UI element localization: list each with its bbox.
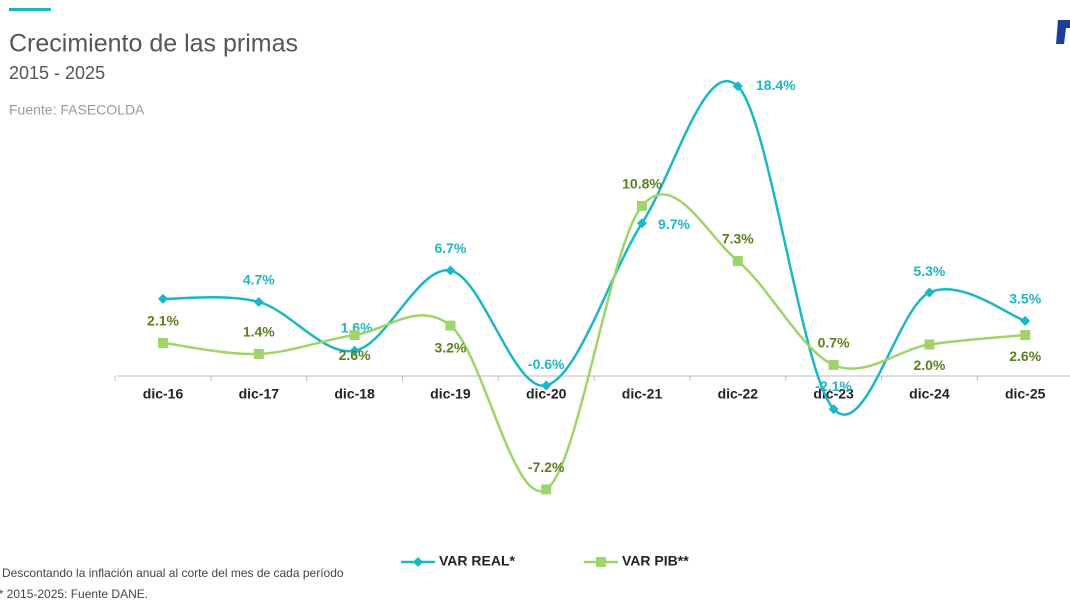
marker bbox=[732, 81, 743, 92]
data-label: 2.6% bbox=[1009, 348, 1041, 364]
marker bbox=[637, 218, 647, 229]
legend-marker bbox=[413, 557, 423, 567]
chart-title: Crecimiento de las primas bbox=[9, 30, 298, 58]
x-tick-label: dic-18 bbox=[334, 386, 375, 402]
marker bbox=[349, 330, 360, 341]
marker bbox=[253, 296, 264, 307]
data-label: 2.1% bbox=[147, 313, 179, 329]
marker bbox=[541, 484, 552, 495]
x-tick-label: dic-17 bbox=[239, 386, 280, 402]
x-tick-label: dic-25 bbox=[1005, 386, 1046, 402]
footnote: * Descontando la inflación anual al cort… bbox=[0, 566, 344, 580]
marker bbox=[924, 287, 935, 298]
data-label: 7.3% bbox=[722, 231, 754, 247]
marker bbox=[1020, 315, 1031, 326]
data-label: -2.1% bbox=[815, 378, 852, 394]
marker bbox=[1020, 330, 1031, 341]
data-label: 18.4% bbox=[756, 77, 796, 93]
data-label: 9.7% bbox=[658, 216, 690, 232]
x-tick-label: dic-19 bbox=[430, 386, 471, 402]
marker bbox=[253, 348, 264, 359]
marker bbox=[828, 359, 839, 370]
data-label: 6.7% bbox=[434, 240, 466, 256]
data-label: -0.6% bbox=[528, 356, 565, 372]
series-line bbox=[162, 193, 1026, 493]
x-tick-label: dic-16 bbox=[143, 386, 184, 402]
accent-bar bbox=[9, 8, 51, 11]
data-label: 2.6% bbox=[339, 347, 371, 363]
data-label: 4.7% bbox=[243, 272, 275, 288]
x-tick-label: dic-24 bbox=[909, 386, 950, 402]
data-label: 5.3% bbox=[913, 263, 945, 279]
x-tick-label: dic-22 bbox=[718, 386, 759, 402]
x-tick-label: dic-20 bbox=[526, 386, 567, 402]
data-label: -7.2% bbox=[528, 459, 565, 475]
marker bbox=[349, 345, 360, 356]
marker bbox=[445, 265, 456, 276]
x-tick-label: dic-21 bbox=[622, 386, 663, 402]
marker bbox=[445, 320, 456, 331]
data-label: 3.2% bbox=[434, 339, 466, 355]
marker bbox=[541, 380, 552, 391]
marker bbox=[732, 256, 743, 267]
logo bbox=[1056, 20, 1070, 44]
marker bbox=[924, 339, 935, 350]
series-line bbox=[162, 79, 1026, 416]
data-label: 1.4% bbox=[243, 324, 275, 340]
marker bbox=[158, 293, 168, 304]
footnote: ** 2015-2025: Fuente DANE. bbox=[0, 587, 148, 601]
legend-marker bbox=[596, 557, 606, 567]
source: Fuente: FASECOLDA bbox=[9, 102, 145, 118]
marker bbox=[828, 404, 839, 415]
legend-label: VAR PIB** bbox=[622, 553, 689, 569]
data-label: 2.0% bbox=[913, 357, 945, 373]
data-label: 3.5% bbox=[1009, 291, 1041, 307]
data-label: 0.7% bbox=[818, 335, 850, 351]
legend-label: VAR REAL* bbox=[439, 553, 516, 569]
marker bbox=[637, 200, 647, 211]
chart-subtitle: 2015 - 2025 bbox=[9, 63, 105, 83]
marker bbox=[158, 337, 168, 348]
data-label: 10.8% bbox=[622, 176, 662, 192]
